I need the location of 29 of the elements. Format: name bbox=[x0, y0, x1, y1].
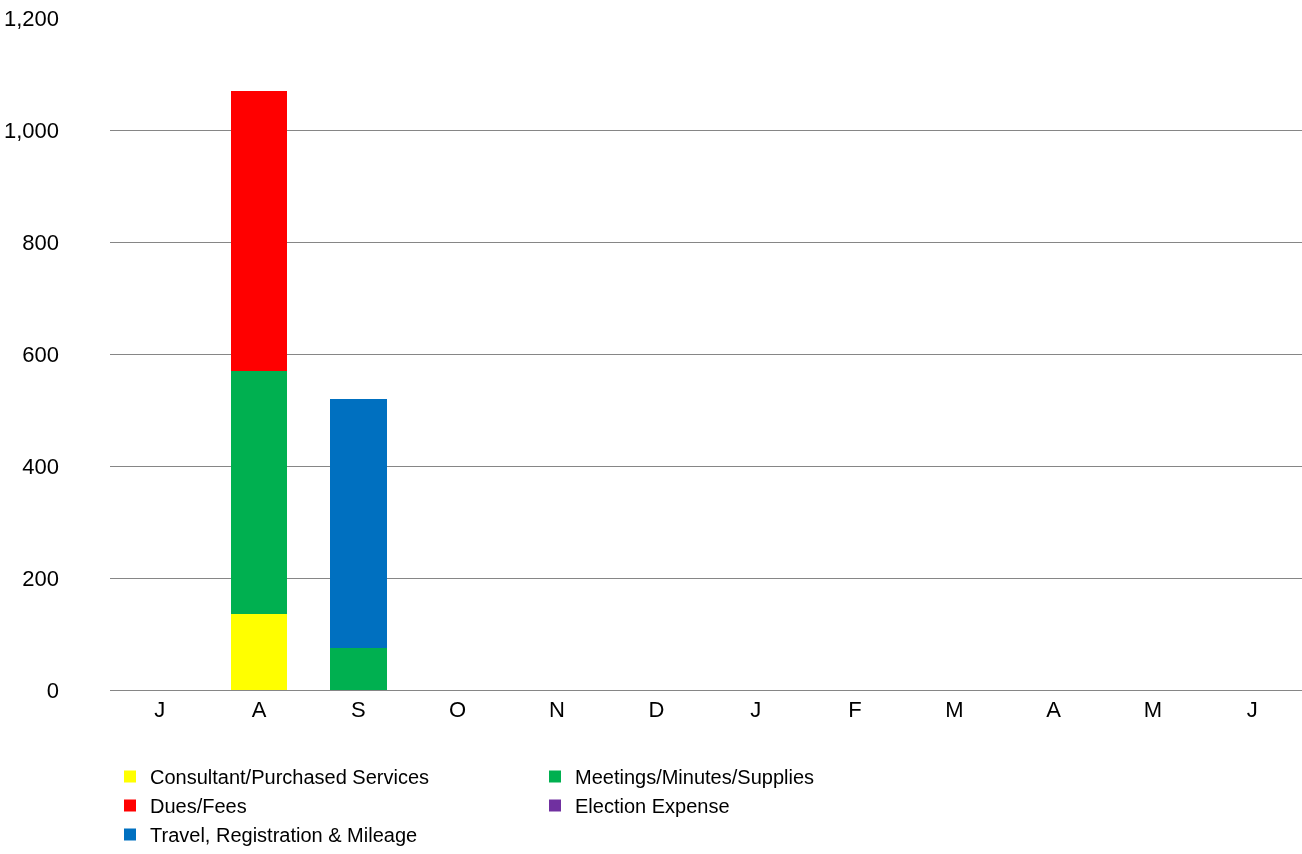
y-tick-label: 400 bbox=[22, 453, 59, 479]
y-tick-label: 600 bbox=[22, 341, 59, 367]
x-tick-label: A bbox=[251, 697, 267, 723]
x-tick-label: O bbox=[449, 697, 467, 723]
bar bbox=[230, 614, 288, 690]
bar bbox=[330, 398, 387, 648]
bar bbox=[230, 90, 288, 371]
y-tick-label: 1,200 bbox=[3, 5, 59, 31]
bar bbox=[230, 370, 288, 615]
x-tick-label: J bbox=[750, 697, 762, 723]
bar bbox=[330, 648, 387, 690]
x-tick-label: D bbox=[648, 697, 665, 723]
x-tick-label: J bbox=[1246, 697, 1258, 723]
y-tick-label: 200 bbox=[22, 565, 59, 591]
y-tick-label: 800 bbox=[22, 229, 59, 255]
x-tick-label: M bbox=[1143, 697, 1163, 723]
legend-label: Consultant/Purchased Services bbox=[150, 766, 430, 789]
legend-label: Election Expense bbox=[575, 795, 730, 818]
x-tick-label: A bbox=[1046, 697, 1062, 723]
legend-label: Travel, Registration & Mileage bbox=[150, 824, 418, 847]
x-tick-label: M bbox=[945, 697, 964, 723]
y-tick-label: 0 bbox=[46, 677, 59, 703]
x-tick-label: F bbox=[848, 697, 862, 723]
x-tick-label: J bbox=[154, 697, 166, 723]
x-tick-label: N bbox=[549, 697, 565, 723]
y-tick-label: 1,000 bbox=[3, 117, 59, 143]
legend-label: Dues/Fees bbox=[150, 795, 247, 818]
legend-label: Meetings/Minutes/Supplies bbox=[575, 766, 815, 789]
x-tick-label: S bbox=[350, 697, 366, 723]
